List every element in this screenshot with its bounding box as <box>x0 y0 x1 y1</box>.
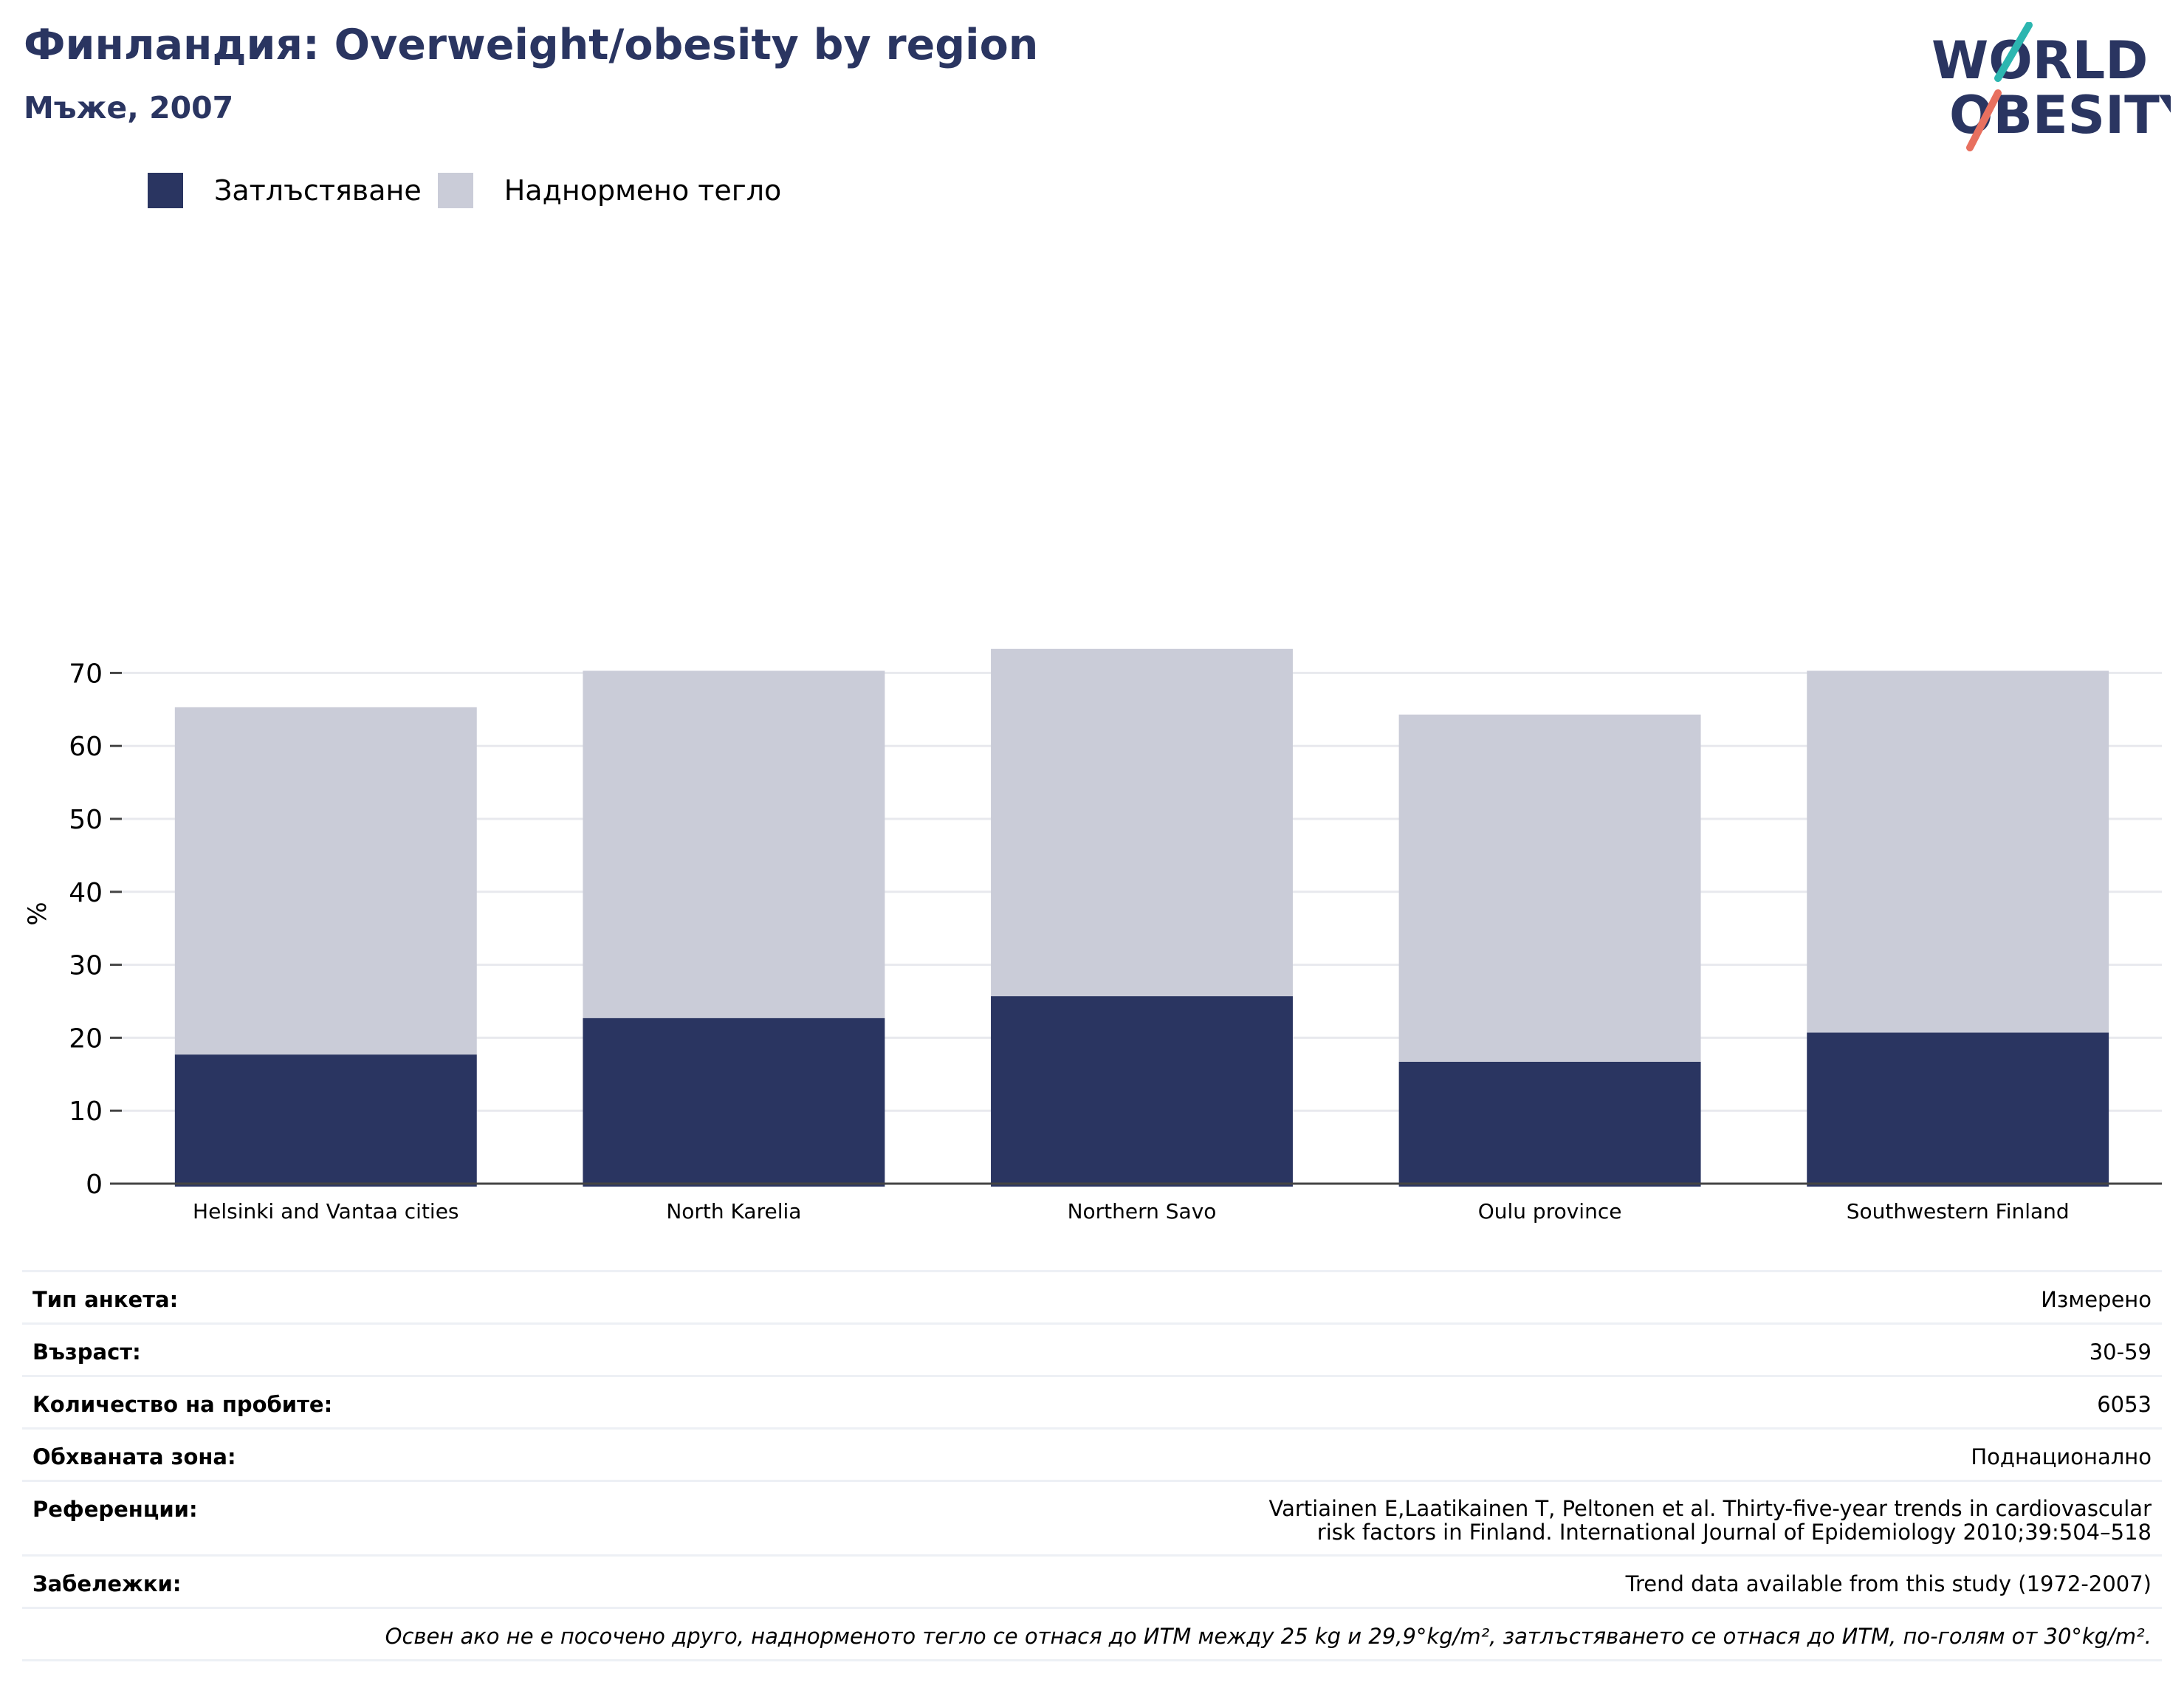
bar-overweight[interactable] <box>583 670 885 1018</box>
svg-text:WORLD: WORLD <box>1931 30 2148 91</box>
legend-item-obesity[interactable]: Затлъстяване <box>148 173 422 208</box>
y-tick-label: 30 <box>69 951 103 981</box>
info-row: Възраст: 30-59 <box>22 1322 2162 1376</box>
bar-obesity[interactable] <box>1398 1062 1701 1187</box>
stacked-bar-chart: 0 10 20 30 40 50 60 70 Helsinki and Vantaa citi… <box>23 648 2162 1224</box>
legend-swatch-overweight <box>437 173 473 208</box>
info-row: Тип анкета: Измерено <box>22 1270 2162 1324</box>
info-row: Референции: Vartiainen E,Laatikainen T, P… <box>22 1480 2162 1556</box>
y-axis-label: % <box>23 902 52 925</box>
bar-obesity[interactable] <box>583 1018 885 1187</box>
info-key: Забележки: <box>22 1554 560 1608</box>
x-tick-label: North Karelia <box>666 1199 801 1224</box>
y-tick-label: 20 <box>69 1023 103 1054</box>
bar-overweight[interactable] <box>1807 670 2109 1033</box>
x-tick-label: Oulu province <box>1478 1199 1622 1224</box>
y-tick-label: 0 <box>86 1170 103 1200</box>
info-value: Поднационално <box>560 1427 2162 1481</box>
bar-obesity[interactable] <box>174 1054 477 1187</box>
info-row: Забележки: Trend data available from this… <box>22 1554 2162 1608</box>
bar-obesity[interactable] <box>1807 1032 2109 1187</box>
info-row: Количество на пробите: 6053 <box>22 1375 2162 1429</box>
info-key: Количество на пробите: <box>22 1375 560 1429</box>
bar-overweight[interactable] <box>1398 714 1701 1063</box>
y-tick-label: 60 <box>69 732 103 762</box>
info-value: 30-59 <box>560 1322 2162 1376</box>
y-tick-label: 50 <box>69 805 103 835</box>
y-tick-label: 40 <box>69 878 103 908</box>
chart-legend: Затлъстяване Наднормено тегло <box>148 168 797 213</box>
info-value: Vartiainen E,Laatikainen T, Peltonen et … <box>560 1480 2162 1556</box>
legend-label-overweight: Наднормено тегло <box>504 174 782 207</box>
legend-swatch-obesity <box>148 173 183 208</box>
legend-item-overweight[interactable]: Наднормено тегло <box>437 173 782 208</box>
chart-title: Финландия: Overweight/obesity by region <box>24 21 1039 69</box>
info-row: Обхваната зона: Поднационално <box>22 1427 2162 1481</box>
info-key: Тип анкета: <box>22 1270 560 1324</box>
info-key: Обхваната зона: <box>22 1427 560 1481</box>
footnote: Освен ако не е посочено друго, наднормен… <box>22 1607 2162 1661</box>
y-tick-label: 10 <box>69 1097 103 1127</box>
bars <box>174 648 2109 1187</box>
x-tick-labels: Helsinki and Vantaa cities North Karelia N… <box>193 1199 2070 1224</box>
y-tick-labels: 0 10 20 30 40 50 60 70 <box>69 659 103 1200</box>
x-tick-label: Northern Savo <box>1068 1199 1217 1224</box>
bar-overweight[interactable] <box>991 648 1293 997</box>
info-value: Измерено <box>560 1270 2162 1324</box>
x-tick-label: Helsinki and Vantaa cities <box>193 1199 459 1224</box>
info-value: Trend data available from this study (19… <box>560 1554 2162 1608</box>
footnote-row: Освен ако не е посочено друго, наднормен… <box>22 1607 2162 1661</box>
chart-subtitle: Мъже, 2007 <box>24 90 234 126</box>
y-tick-label: 70 <box>69 659 103 689</box>
bar-overweight[interactable] <box>174 707 477 1055</box>
bar-obesity[interactable] <box>991 996 1293 1187</box>
info-key: Възраст: <box>22 1322 560 1376</box>
info-key: Референции: <box>22 1480 560 1556</box>
study-info-table: Тип анкета: Измерено Възраст: 30-59 Количест… <box>22 1270 2162 1661</box>
info-value: 6053 <box>560 1375 2162 1429</box>
x-tick-label: Southwestern Finland <box>1847 1199 2070 1224</box>
world-obesity-logo: WORLD OBESITY <box>1931 22 2171 151</box>
legend-label-obesity: Затлъстяване <box>214 174 422 207</box>
